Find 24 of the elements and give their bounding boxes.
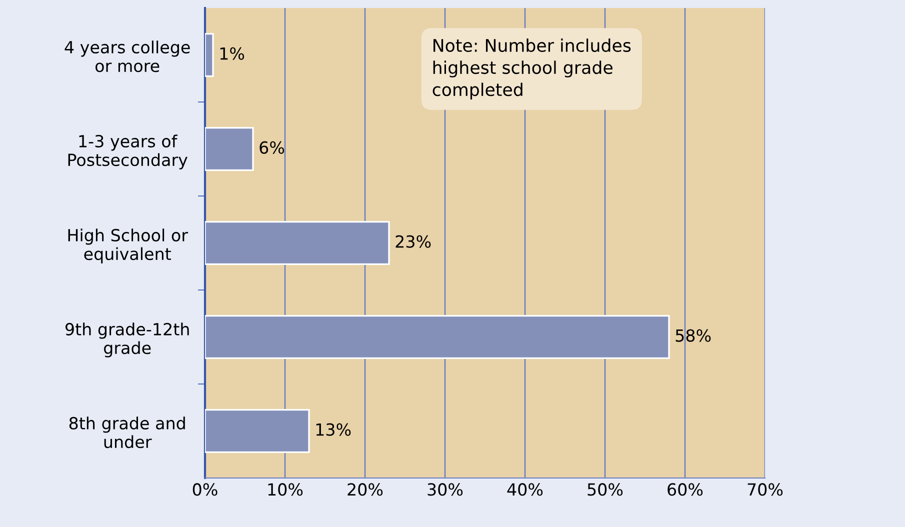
data-label: 23% bbox=[396, 235, 431, 248]
data-label: 13% bbox=[316, 423, 351, 436]
x-tick-label: 30% bbox=[428, 483, 463, 496]
x-tick-label: 70% bbox=[748, 483, 783, 496]
annotation: Note: Number includes highest school grade completed bbox=[432, 38, 631, 100]
y-tick-label: 8th grade and under bbox=[69, 416, 185, 448]
x-tick-label: 0% bbox=[192, 483, 218, 496]
bar bbox=[205, 409, 310, 453]
y-tick-label: High School or equivalent bbox=[68, 228, 188, 264]
bar bbox=[205, 33, 214, 77]
data-label: 1% bbox=[220, 47, 244, 60]
bar bbox=[205, 221, 390, 265]
x-tick-label: 60% bbox=[668, 483, 703, 496]
y-tick-label: 4 years college or more bbox=[64, 40, 190, 72]
x-tick-label: 20% bbox=[348, 483, 383, 496]
y-tick-label: 1-3 years of Postsecondary bbox=[68, 134, 188, 170]
y-tick-label: 9th grade-12th grade bbox=[65, 322, 189, 358]
data-label: 58% bbox=[676, 329, 711, 342]
bar bbox=[205, 315, 670, 359]
bar bbox=[205, 127, 254, 171]
x-tick-label: 40% bbox=[507, 483, 543, 496]
x-tick-label: 10% bbox=[268, 483, 303, 496]
x-tick-label: 50% bbox=[588, 483, 623, 496]
data-label: 6% bbox=[260, 141, 284, 154]
